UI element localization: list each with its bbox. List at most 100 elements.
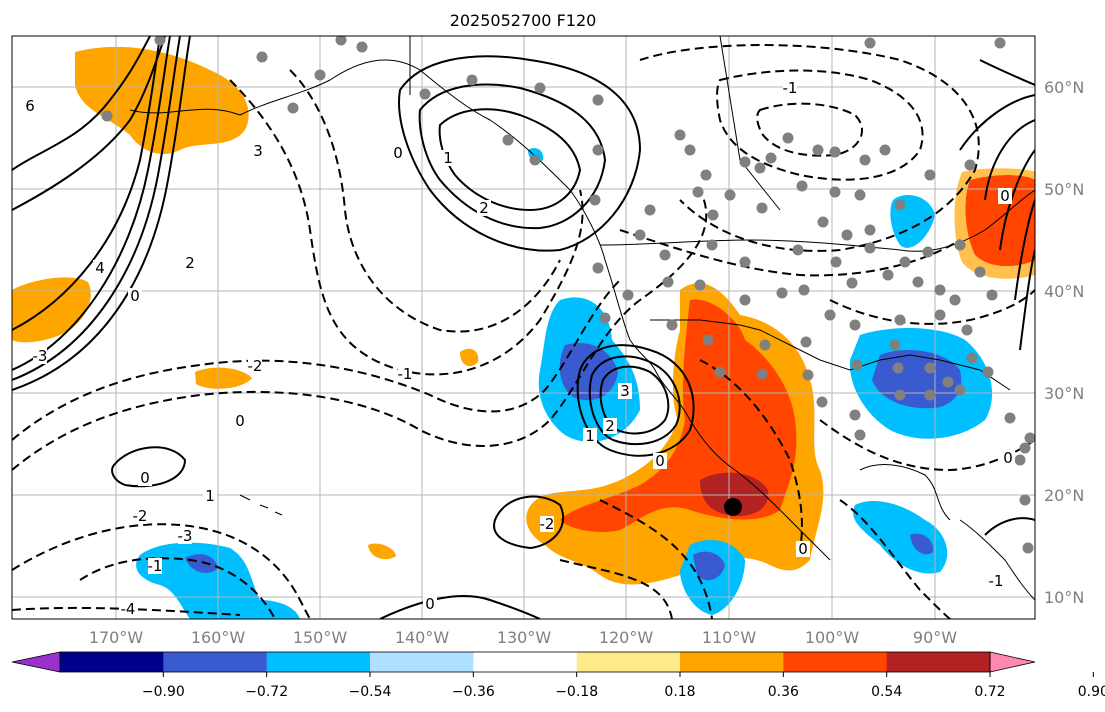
map-frame [11,35,1036,620]
station-dot [966,352,978,364]
station-dot [841,229,853,241]
contour-label-bg [618,383,632,399]
station-dot [864,242,876,254]
contour-label-bg [441,150,455,166]
contour-label-bg [133,508,147,524]
location-marker [724,498,742,516]
contour-label: 0 [235,412,245,430]
contour-label-bg [540,516,554,532]
contour-label-bg [148,558,162,574]
station-dot [824,309,836,321]
contour-label: -1 [989,572,1004,590]
station-dot [644,204,656,216]
station-dot [949,294,961,306]
contour-label: -3 [178,527,193,545]
contour-label-bg [998,188,1012,204]
contour-label-bg [583,428,597,444]
contour-label: 4 [95,259,105,277]
station-dot [335,36,347,46]
station-dot [994,37,1006,49]
station-dot [922,246,934,258]
contour-label-bg [33,348,47,364]
contour-label-bg [1001,450,1015,466]
contour-label: 0 [393,144,403,162]
contour-label: 1 [585,427,595,445]
station-dot [961,324,973,336]
station-dot [954,384,966,396]
station-dot [666,319,678,331]
station-dot [534,82,546,94]
positive-fill-great-lakes [965,175,1035,267]
station-dot [356,41,368,53]
station-dot [986,289,998,301]
station-dot [101,110,113,122]
colorbar-segment [473,652,578,672]
colorbar-segment [783,652,888,672]
station-dot [924,169,936,181]
station-dot [796,180,808,192]
station-dot [599,312,611,324]
station-dot [529,154,541,166]
station-dot [702,334,714,346]
strong-negative-fill-hawaii [185,554,218,573]
station-dot [694,279,706,291]
station-dot [1019,442,1031,454]
station-dot [256,51,268,63]
latitude-labels: 60°N 50°N 40°N 30°N 20°N 10°N [1044,78,1084,607]
station-dot [419,88,431,100]
station-dot [882,269,894,281]
station-dot [154,36,166,46]
station-dot [954,239,966,251]
station-dot [894,199,906,211]
latitude-label: 40°N [1044,282,1084,301]
contour-label-bg [423,596,437,612]
contour-label-bg [796,541,810,557]
station-dot [974,266,986,278]
station-dot [934,309,946,321]
strong-negative-fill-baja [559,343,618,401]
station-dot [859,154,871,166]
longitude-label: 130°W [497,628,552,647]
station-dot [964,159,976,171]
station-dot [854,189,866,201]
contour-label: 0 [1003,449,1013,467]
contour-label-bg [138,470,152,486]
colorbar-tick-label: 0.72 [974,684,1005,700]
station-dot [1004,412,1016,424]
station-dot [894,314,906,326]
station-dot [830,256,842,268]
contour-label: 0 [798,540,808,558]
contour-label: -4 [121,600,136,618]
station-dot [314,69,326,81]
longitude-label: 170°W [89,628,144,647]
colorbar-segment [680,652,784,672]
station-dot [634,229,646,241]
station-dot [912,276,924,288]
colorbar-segment [886,652,991,672]
colorbar-segment [60,652,164,672]
colorbar-extend-high [989,651,1036,673]
station-dot [800,336,812,348]
contour-label-bg [653,453,667,469]
station-dot [934,284,946,296]
station-dot [829,186,841,198]
contour-label-bg [93,260,107,276]
station-dot [851,359,863,371]
contour-label: -2 [540,515,555,533]
contour-label: 1 [205,487,215,505]
station-dot [622,289,634,301]
anomaly-fills [12,46,1035,619]
latitude-label: 30°N [1044,384,1084,403]
contour-label: -2 [133,507,148,525]
contour-label: 0 [140,469,150,487]
station-dot [889,339,901,351]
latitude-label: 60°N [1044,78,1084,97]
contour-label: -2 [248,357,263,375]
station-dot [892,362,904,374]
longitude-label: 160°W [191,628,246,647]
station-dot [714,366,726,378]
station-dot [1019,494,1031,506]
colorbar: −0.90 −0.72 −0.54 −0.36 −0.18 0.18 0.36 0.54 0.7… [11,651,1105,700]
